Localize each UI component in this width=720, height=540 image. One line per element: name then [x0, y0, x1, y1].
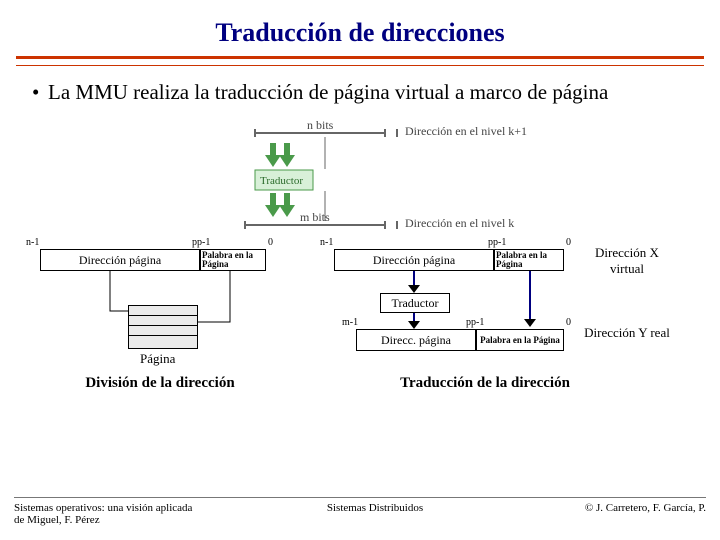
bullet-dot: •: [32, 80, 48, 105]
offset-arrow-icon: [520, 269, 550, 331]
traductor-box: Traductor: [380, 293, 450, 313]
right-n1: n-1: [320, 237, 333, 248]
lower-diagrams: n-1 pp-1 0 Dirección página Palabra en l…: [10, 237, 710, 437]
right-caption: Traducción de la dirección: [370, 375, 600, 392]
footer-left-line1: Sistemas operativos: una visión aplicada: [14, 502, 192, 514]
traductor-label: Traductor: [260, 175, 303, 187]
virtual-label: Dirección X virtual: [582, 245, 672, 277]
real-label: Dirección Y real: [582, 325, 672, 341]
right-pp1: pp-1: [488, 237, 506, 248]
left-caption: División de la dirección: [60, 375, 260, 392]
left-page-label: Página: [140, 351, 175, 367]
m-bits-label: m bits: [300, 210, 330, 224]
right-m1: m-1: [342, 317, 358, 328]
title-divider-thick: [16, 56, 704, 59]
level-k-label: Dirección en el nivel k: [405, 216, 514, 230]
arrow-from-traductor-icon: [400, 311, 440, 331]
level-k1-label: Dirección en el nivel k+1: [405, 124, 527, 138]
left-pp1: pp-1: [192, 237, 210, 248]
green-arrows-down-icon: [265, 143, 295, 167]
footer-left: Sistemas operativos: una visión aplicada…: [14, 502, 214, 526]
right-word-box: Palabra en la Página: [494, 249, 564, 271]
bullet-area: •La MMU realiza la traducción de página …: [0, 76, 720, 113]
bullet-line: •La MMU realiza la traducción de página …: [32, 80, 692, 105]
right-pp1b: pp-1: [466, 317, 484, 328]
slide-title: Traducción de direcciones: [0, 0, 720, 56]
n-bits-label: n bits: [307, 118, 334, 132]
left-0: 0: [268, 237, 273, 248]
right-0b: 0: [566, 317, 571, 328]
left-page-table: [128, 305, 198, 349]
footer-right: © J. Carretero, F. García, P.: [536, 502, 706, 526]
title-divider-thin: [16, 65, 704, 66]
left-n1: n-1: [26, 237, 39, 248]
footer-center: Sistemas Distribuidos: [214, 502, 536, 526]
footer-left-line2: de Miguel, F. Pérez: [14, 514, 100, 526]
right-word2-box: Palabra en la Página: [476, 329, 564, 351]
right-0: 0: [566, 237, 571, 248]
right-page-dir2-box: Direcc. página: [356, 329, 476, 351]
right-page-dir-box: Dirección página: [334, 249, 494, 271]
footer: Sistemas operativos: una visión aplicada…: [0, 498, 720, 526]
arrow-to-traductor-icon: [400, 269, 440, 295]
green-arrows-down2-icon: [265, 193, 295, 217]
center-translation-figure: n bits Dirección en el nivel k+1 Traduct…: [175, 115, 545, 235]
bullet-text: La MMU realiza la traducción de página v…: [48, 80, 608, 104]
